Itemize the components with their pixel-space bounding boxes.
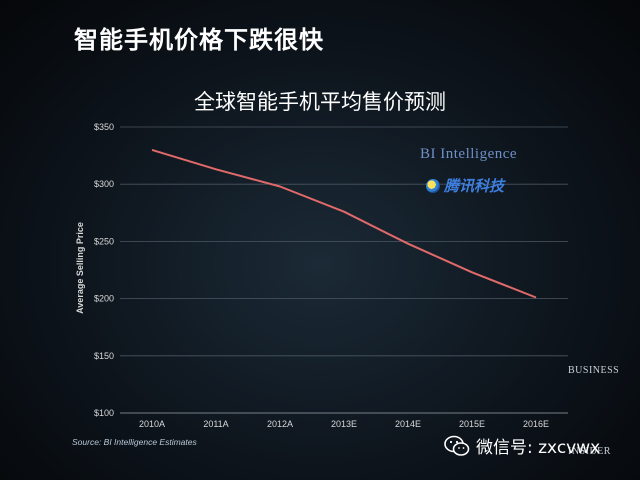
y-tick-labels: $100 $150 $200 $250 $300 $350 — [94, 122, 114, 418]
chart-title: 全球智能手机平均售价预测 — [194, 90, 446, 114]
x-tick-label: 2015E — [459, 419, 485, 429]
x-tick-labels: 2010A 2011A 2012A 2013E 2014E 2015E 2016E — [139, 419, 549, 429]
source-note: Source: BI Intelligence Estimates — [72, 437, 197, 447]
tencent-globe-icon — [426, 178, 440, 193]
business-insider-line2: INSIDER — [568, 446, 611, 457]
x-tick-label: 2011A — [203, 419, 228, 429]
y-tick-label: $200 — [94, 294, 114, 304]
wechat-id-text: 微信号: zxcvwx — [476, 438, 601, 458]
y-tick-label: $150 — [94, 351, 114, 361]
bi-intelligence-logo: BI Intelligence — [420, 146, 518, 162]
series-lines — [151, 148, 537, 299]
x-tick-label: 2014E — [395, 419, 421, 429]
business-insider-logo: BUSINESS INSIDER — [568, 365, 619, 457]
tencent-logo-text: 腾讯科技 — [444, 177, 505, 195]
x-tick-label: 2013E — [331, 419, 357, 429]
y-tick-label: $300 — [94, 179, 114, 189]
y-axis-label: Average Selling Price — [75, 222, 85, 314]
slide-title: 智能手机价格下跌很快 — [74, 26, 324, 54]
x-tick-label: 2012A — [267, 419, 293, 429]
x-tick-label: 2016E — [523, 419, 549, 429]
business-insider-line1: BUSINESS — [568, 365, 620, 376]
tencent-logo: 腾讯科技 — [426, 175, 504, 196]
y-tick-label: $350 — [94, 122, 114, 132]
series-line — [151, 148, 537, 299]
wechat-icon — [444, 435, 470, 456]
y-tick-label: $100 — [94, 408, 114, 418]
wechat-watermark: 微信号: zxcvwx — [444, 433, 600, 458]
gridlines — [120, 126, 568, 414]
y-tick-label: $250 — [94, 236, 114, 246]
x-tick-label: 2010A — [139, 419, 165, 429]
